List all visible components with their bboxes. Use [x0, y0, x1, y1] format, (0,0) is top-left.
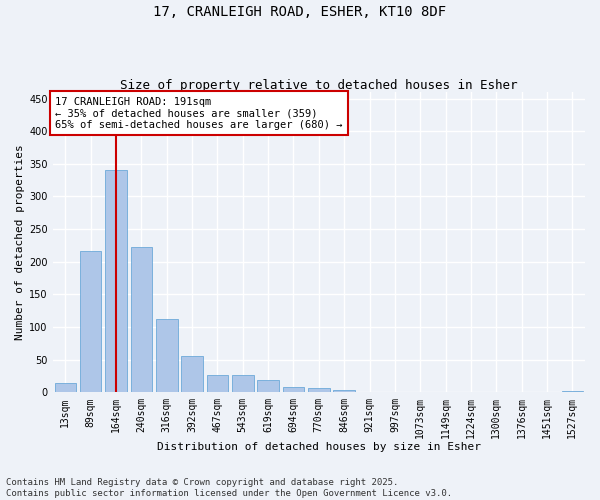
Bar: [308, 388, 329, 392]
Bar: [105, 170, 127, 392]
Bar: [334, 390, 355, 392]
Bar: [131, 248, 152, 392]
Text: 17 CRANLEIGH ROAD: 191sqm
← 35% of detached houses are smaller (359)
65% of semi: 17 CRANLEIGH ROAD: 191sqm ← 35% of detac…: [55, 96, 343, 130]
X-axis label: Distribution of detached houses by size in Esher: Distribution of detached houses by size …: [157, 442, 481, 452]
Text: Contains HM Land Registry data © Crown copyright and database right 2025.
Contai: Contains HM Land Registry data © Crown c…: [6, 478, 452, 498]
Bar: [257, 380, 279, 392]
Bar: [55, 382, 76, 392]
Bar: [181, 356, 203, 392]
Bar: [80, 252, 101, 392]
Bar: [562, 391, 583, 392]
Bar: [206, 376, 228, 392]
Y-axis label: Number of detached properties: Number of detached properties: [15, 144, 25, 340]
Title: Size of property relative to detached houses in Esher: Size of property relative to detached ho…: [120, 79, 518, 92]
Bar: [232, 376, 254, 392]
Bar: [156, 319, 178, 392]
Text: 17, CRANLEIGH ROAD, ESHER, KT10 8DF: 17, CRANLEIGH ROAD, ESHER, KT10 8DF: [154, 5, 446, 19]
Bar: [283, 387, 304, 392]
